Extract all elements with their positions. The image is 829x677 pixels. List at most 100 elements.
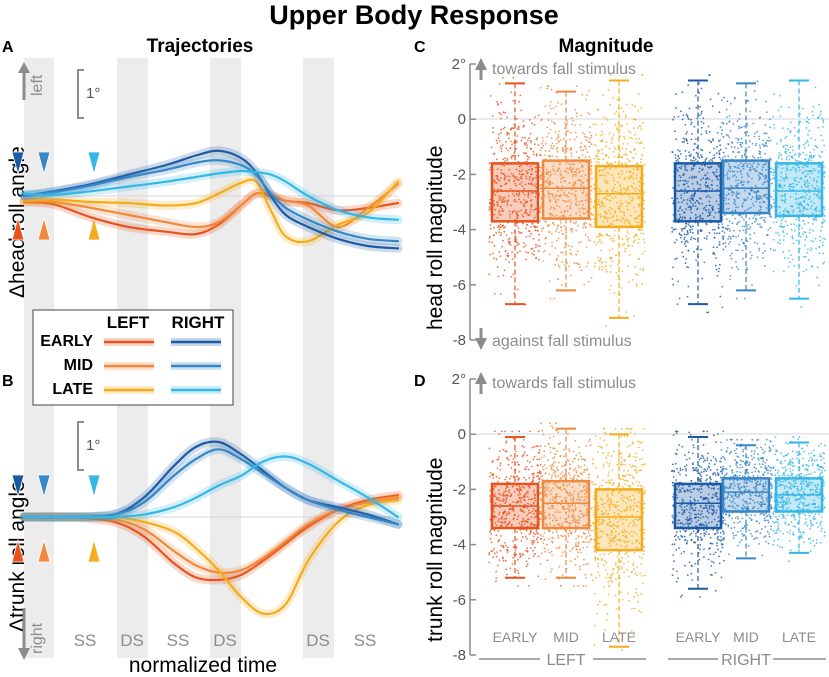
data-point <box>575 198 577 201</box>
data-point <box>810 155 813 158</box>
data-point <box>540 552 543 555</box>
data-point <box>597 158 599 160</box>
data-point <box>527 214 530 217</box>
data-point <box>548 280 551 282</box>
data-point <box>574 558 576 561</box>
data-point <box>574 108 577 111</box>
event-marker-icon <box>37 474 51 499</box>
data-point <box>616 264 619 266</box>
data-point <box>638 555 641 558</box>
data-point <box>544 220 546 222</box>
data-point <box>679 110 682 113</box>
data-point <box>574 190 577 193</box>
data-point <box>620 125 623 127</box>
event-marker-icon <box>87 474 101 499</box>
data-point <box>689 231 692 234</box>
data-point <box>570 532 572 535</box>
data-point <box>597 571 600 574</box>
data-point <box>822 218 825 221</box>
data-point <box>496 226 499 229</box>
data-point <box>585 577 588 579</box>
data-point <box>594 559 597 561</box>
data-point <box>737 147 739 150</box>
data-point <box>812 114 814 117</box>
data-point <box>498 179 501 182</box>
data-point <box>511 251 513 253</box>
data-point <box>620 156 622 158</box>
data-point <box>711 160 714 163</box>
data-point <box>752 155 754 158</box>
data-point <box>528 557 530 560</box>
data-point <box>516 461 519 463</box>
data-point <box>540 422 543 425</box>
box <box>673 162 723 223</box>
data-point <box>638 481 641 484</box>
data-point <box>590 200 593 203</box>
data-point <box>569 169 572 172</box>
data-point <box>516 213 519 216</box>
data-point <box>531 465 533 468</box>
data-point <box>672 187 674 189</box>
data-point <box>520 201 522 204</box>
data-point <box>589 223 592 226</box>
data-point <box>819 110 822 113</box>
data-point <box>493 188 495 190</box>
data-point <box>584 573 587 576</box>
data-point <box>785 158 788 161</box>
data-point <box>623 571 625 574</box>
data-point <box>552 221 555 224</box>
data-point <box>503 164 505 167</box>
data-point <box>807 248 809 251</box>
data-point <box>496 158 498 161</box>
data-point <box>784 220 787 223</box>
data-point <box>638 229 640 232</box>
data-point <box>590 212 593 215</box>
data-point <box>704 158 707 161</box>
data-point <box>489 472 492 474</box>
data-point <box>512 458 515 461</box>
data-point <box>542 433 545 436</box>
data-point <box>499 205 502 208</box>
data-point <box>636 274 639 276</box>
data-point <box>547 190 550 193</box>
data-point <box>704 459 706 462</box>
data-point <box>790 156 793 159</box>
data-point <box>586 178 589 181</box>
data-point <box>605 577 608 579</box>
y-axis-label-c: head roll magnitude <box>424 146 447 330</box>
data-point <box>567 535 570 537</box>
data-point <box>823 261 826 264</box>
data-point <box>586 136 588 139</box>
data-point <box>504 174 506 177</box>
data-point <box>508 168 511 171</box>
data-point <box>686 142 689 145</box>
data-point <box>626 445 629 448</box>
data-point <box>499 464 502 467</box>
data-point <box>530 205 533 208</box>
data-point <box>812 223 814 225</box>
data-point <box>613 292 616 294</box>
data-point <box>569 131 572 134</box>
data-point <box>516 454 519 457</box>
data-point <box>550 144 553 147</box>
data-point <box>815 247 817 250</box>
data-point <box>625 154 628 157</box>
data-point <box>499 185 502 188</box>
data-point <box>794 153 797 156</box>
data-point <box>702 122 705 125</box>
data-point <box>795 239 798 242</box>
data-point <box>542 144 545 147</box>
data-point <box>550 147 552 150</box>
data-point <box>719 295 722 298</box>
data-point <box>695 146 698 149</box>
data-point <box>793 126 796 129</box>
data-point <box>495 580 497 583</box>
data-point <box>686 266 688 268</box>
data-point <box>495 175 497 177</box>
data-point <box>569 163 572 166</box>
data-point <box>539 211 541 214</box>
data-point <box>519 94 522 97</box>
data-point <box>500 199 503 202</box>
data-point <box>685 222 687 225</box>
data-point <box>620 173 623 176</box>
